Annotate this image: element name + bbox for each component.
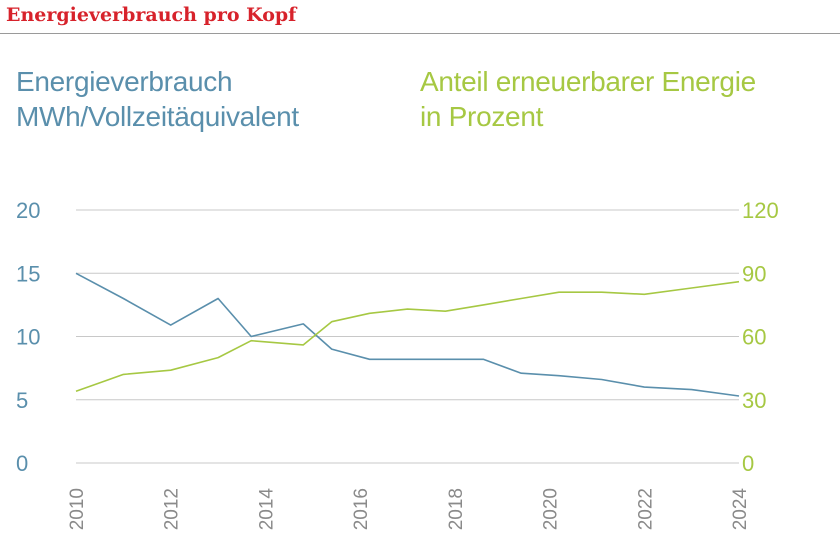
right-axis-title-line2: in Prozent — [420, 101, 544, 132]
right-y-tick-label: 120 — [742, 198, 779, 223]
x-tick-label: 2020 — [541, 488, 562, 530]
left-y-tick-label: 0 — [16, 451, 28, 476]
left-axis-title-line1: Energieverbrauch — [16, 66, 233, 97]
x-tick-label: 2014 — [256, 488, 277, 531]
right-y-tick-label: 30 — [742, 388, 766, 413]
left-y-tick-label: 15 — [16, 261, 40, 286]
right-y-tick-label: 90 — [742, 261, 766, 286]
right-axis-title-line1: Anteil erneuerbarer Energie — [420, 66, 756, 97]
right-y-tick-label: 0 — [742, 451, 754, 476]
title-divider — [0, 33, 840, 34]
right-axis-title: Anteil erneuerbarer Energie in Prozent — [420, 64, 756, 134]
x-tick-label: 2018 — [446, 488, 467, 530]
x-tick-label: 2010 — [67, 488, 88, 530]
energy-series-line — [75, 272, 740, 397]
left-y-tick-label: 20 — [16, 198, 40, 223]
x-tick-label: 2012 — [162, 488, 183, 530]
left-y-tick-label: 10 — [16, 325, 40, 350]
x-tick-label: 2016 — [351, 488, 372, 530]
x-tick-label: 2022 — [635, 488, 656, 530]
x-tick-label: 2024 — [730, 488, 751, 531]
left-axis-title: Energieverbrauch MWh/Vollzeitäquivalent — [16, 64, 299, 134]
page-title: Energieverbrauch pro Kopf — [6, 4, 297, 26]
left-y-tick-label: 5 — [16, 388, 28, 413]
left-axis-title-line2: MWh/Vollzeitäquivalent — [16, 101, 299, 132]
right-y-tick-label: 60 — [742, 325, 766, 350]
